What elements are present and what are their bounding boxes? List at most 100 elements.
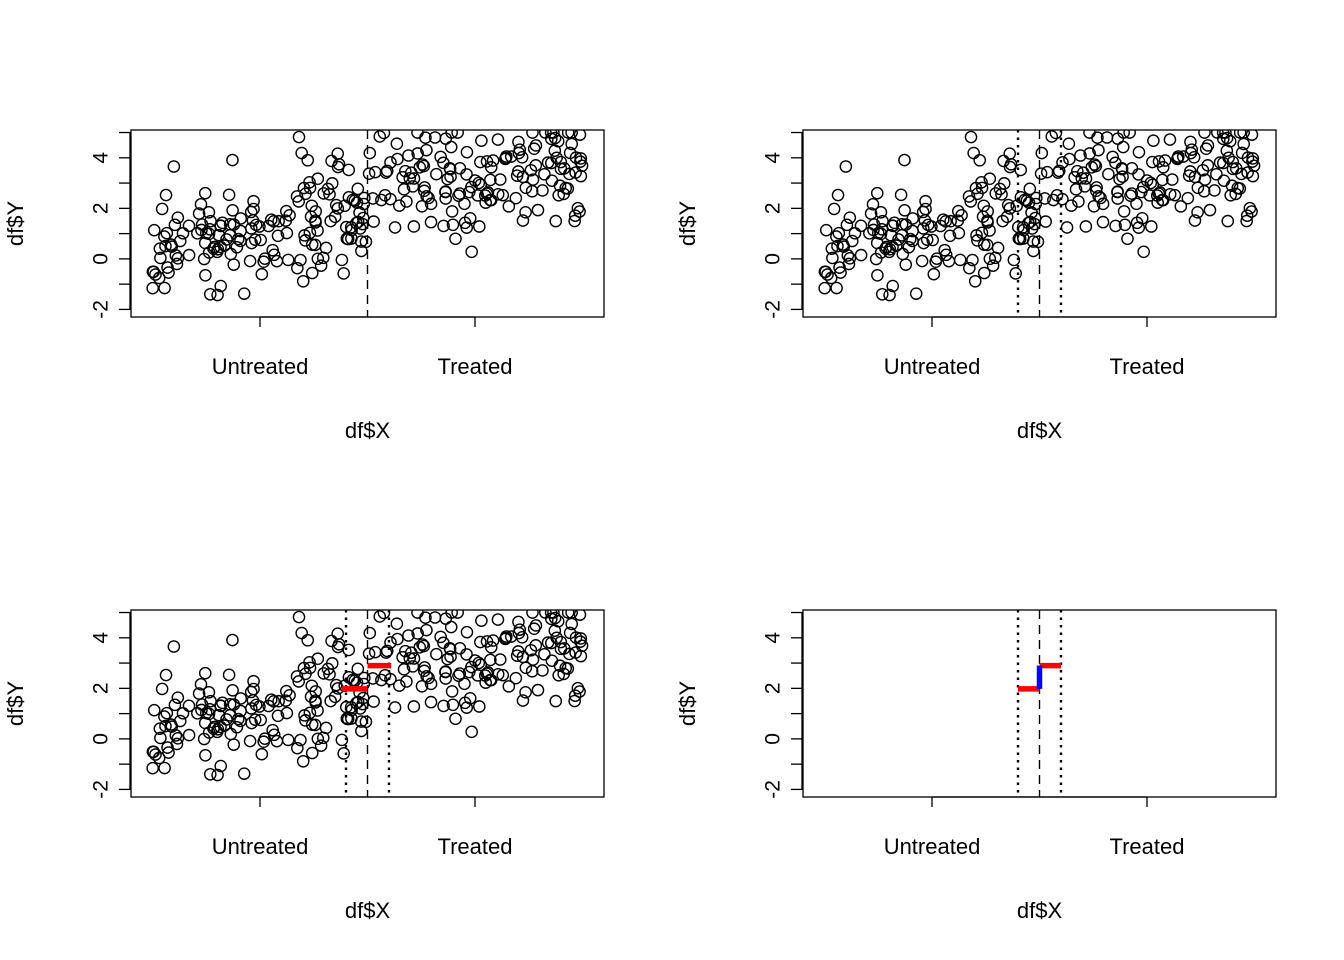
data-point [491, 187, 505, 201]
data-point [538, 647, 551, 661]
data-point [971, 187, 984, 201]
data-point [434, 630, 447, 644]
data-point [400, 675, 413, 688]
data-point [886, 279, 900, 293]
data-point [515, 150, 529, 164]
data-point [512, 615, 525, 629]
data-point [573, 130, 587, 141]
data-point [818, 281, 831, 295]
data-point [827, 202, 841, 216]
data-point [291, 741, 304, 755]
data-point [411, 130, 424, 139]
data-point [199, 269, 212, 282]
data-point [439, 185, 452, 199]
data-point [875, 287, 889, 301]
data-point [557, 187, 570, 201]
data-point [437, 699, 450, 713]
data-point [898, 153, 911, 167]
data-point [420, 143, 433, 157]
data-point [158, 281, 171, 295]
data-point [280, 706, 294, 720]
data-point [519, 685, 532, 699]
data-point [1187, 150, 1201, 164]
data-point [1224, 188, 1237, 202]
data-point [1233, 130, 1247, 139]
data-point [1235, 146, 1249, 160]
data-point [171, 691, 185, 704]
data-point [491, 667, 505, 681]
data-point [246, 694, 260, 707]
data-point [220, 233, 233, 246]
data-point [149, 268, 162, 281]
data-point [182, 248, 196, 262]
data-point [453, 667, 467, 680]
data-point [919, 194, 932, 208]
data-point [1092, 143, 1105, 157]
data-point [563, 626, 577, 640]
data-point [324, 694, 337, 708]
data-point [1199, 142, 1213, 156]
y-axis-title: df$Y [3, 681, 28, 727]
data-point [202, 205, 216, 219]
data-point [1007, 253, 1021, 267]
data-point [475, 134, 488, 147]
data-point [1174, 200, 1188, 213]
data-point [245, 702, 258, 715]
data-point [331, 202, 345, 215]
data-point [491, 133, 505, 146]
data-point [337, 267, 350, 280]
data-point [417, 159, 431, 173]
data-point [1020, 194, 1034, 207]
data-point [834, 266, 847, 279]
data-point [169, 729, 183, 742]
data-point [342, 190, 356, 204]
data-point [1063, 152, 1076, 166]
data-point [335, 733, 349, 747]
data-point [519, 661, 533, 675]
data-point [244, 205, 258, 219]
data-point [173, 234, 187, 248]
data-point [1181, 191, 1195, 205]
data-point [574, 649, 588, 663]
data-point [160, 226, 174, 240]
data-point [898, 203, 911, 217]
data-point [963, 261, 976, 275]
data-point [222, 668, 236, 682]
data-point [1217, 174, 1231, 188]
data-point [444, 170, 457, 183]
data-point [417, 639, 431, 653]
data-point [211, 288, 224, 302]
data-point [565, 137, 579, 151]
data-point [283, 688, 296, 702]
data-point [536, 664, 549, 677]
data-point [210, 245, 224, 259]
data-point [493, 173, 507, 186]
data-point [407, 700, 421, 713]
data-point [1087, 199, 1101, 213]
data-point [299, 234, 312, 247]
data-point [1211, 130, 1224, 139]
data-point [342, 670, 356, 684]
data-point [393, 199, 406, 212]
data-point [257, 735, 271, 749]
data-point [292, 195, 305, 208]
y-tick-label: 0 [762, 733, 785, 745]
data-point [254, 233, 267, 247]
data-point [866, 197, 880, 211]
data-point [841, 249, 855, 262]
data-point [295, 146, 308, 160]
data-point [283, 208, 296, 222]
data-point [554, 642, 568, 656]
data-point [266, 723, 279, 737]
data-point [1146, 155, 1159, 169]
data-point [291, 261, 304, 275]
data-point [153, 722, 167, 735]
data-point [484, 653, 497, 667]
data-point [845, 234, 859, 248]
data-point [323, 668, 336, 681]
y-tick-label: 2 [762, 682, 785, 694]
data-point [304, 690, 318, 703]
data-point [1083, 130, 1096, 139]
data-point [460, 625, 474, 639]
data-point [502, 200, 516, 213]
